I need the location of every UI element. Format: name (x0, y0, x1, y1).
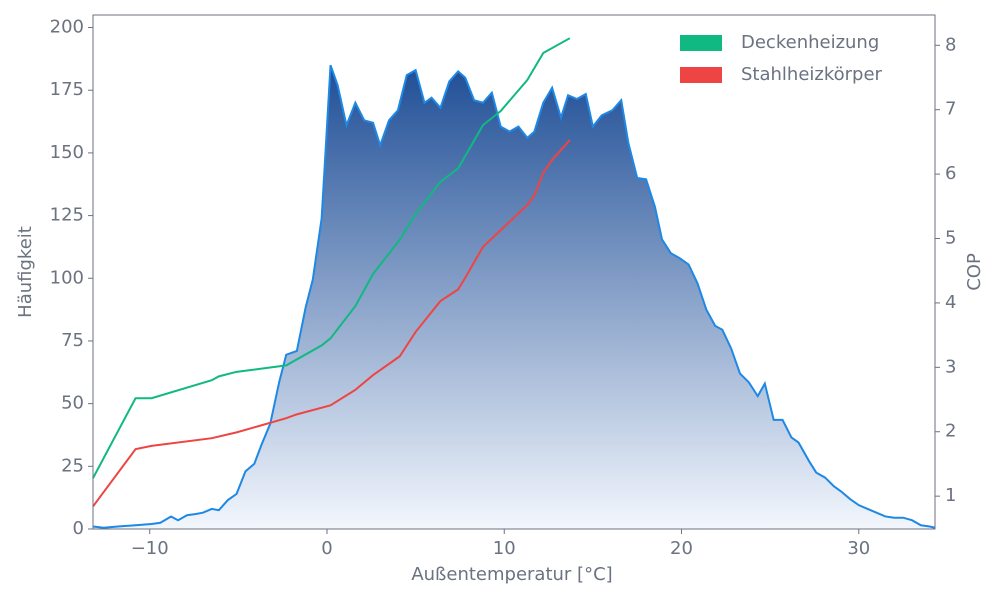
y-tick-label: 50 (61, 393, 84, 414)
x-tick-label: 20 (670, 538, 693, 559)
y2-tick-label: 2 (945, 421, 956, 442)
y-tick-label: 200 (50, 17, 84, 38)
y-tick-label: 25 (61, 455, 84, 476)
plot-frame (92, 14, 936, 530)
y-tick-label: 150 (50, 142, 84, 163)
line (92, 37, 571, 479)
line (92, 139, 571, 508)
y2-tick-label: 6 (945, 163, 956, 184)
y2-tick-label: 7 (945, 99, 956, 120)
y-tick-label: 175 (50, 79, 84, 100)
legend-swatch (680, 35, 722, 51)
legend-label: Deckenheizung (741, 32, 879, 53)
y2-tick-label: 5 (945, 228, 956, 249)
y-tick-label: 100 (50, 267, 84, 288)
y2-tick-label: 4 (945, 292, 956, 313)
y2-axis-label: COP (964, 253, 985, 291)
x-tick-label: −10 (131, 538, 169, 559)
y2-tick-label: 3 (945, 356, 956, 377)
plot-area (92, 37, 936, 530)
legend-swatch (680, 67, 722, 83)
y-axis-label: Häufigkeit (15, 226, 36, 318)
x-axis-label: Außentemperatur [°C] (411, 564, 612, 585)
x-tick-label: 10 (493, 538, 516, 559)
y-tick-label: 75 (61, 330, 84, 351)
y2-tick-label: 1 (945, 485, 956, 506)
y-tick-label: 0 (73, 518, 84, 539)
y2-tick-label: 8 (945, 34, 956, 55)
x-tick-label: 30 (847, 538, 870, 559)
area-line (92, 64, 936, 529)
x-tick-label: 0 (321, 538, 332, 559)
legend-label: Stahlheizkörper (741, 64, 883, 85)
y-tick-label: 125 (50, 205, 84, 226)
